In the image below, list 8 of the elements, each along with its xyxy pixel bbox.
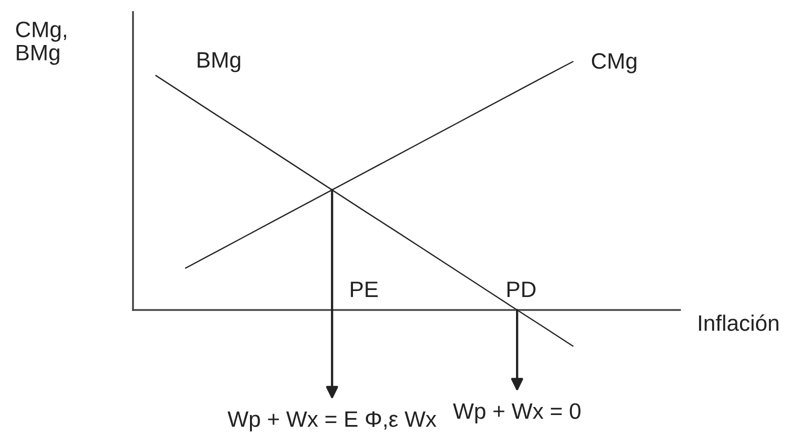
series-label: BMg [198, 52, 240, 72]
y-axis-title: CMg, BMg [16, 22, 66, 65]
annotation: PE [350, 282, 378, 297]
text: Wp + Wx = E Φ,ε Wx [228, 411, 436, 432]
text: Wp + Wx = 0 [453, 403, 580, 424]
annotation: PD [508, 282, 536, 297]
series-label: CMg [592, 53, 636, 74]
text: Inflación [699, 314, 778, 331]
